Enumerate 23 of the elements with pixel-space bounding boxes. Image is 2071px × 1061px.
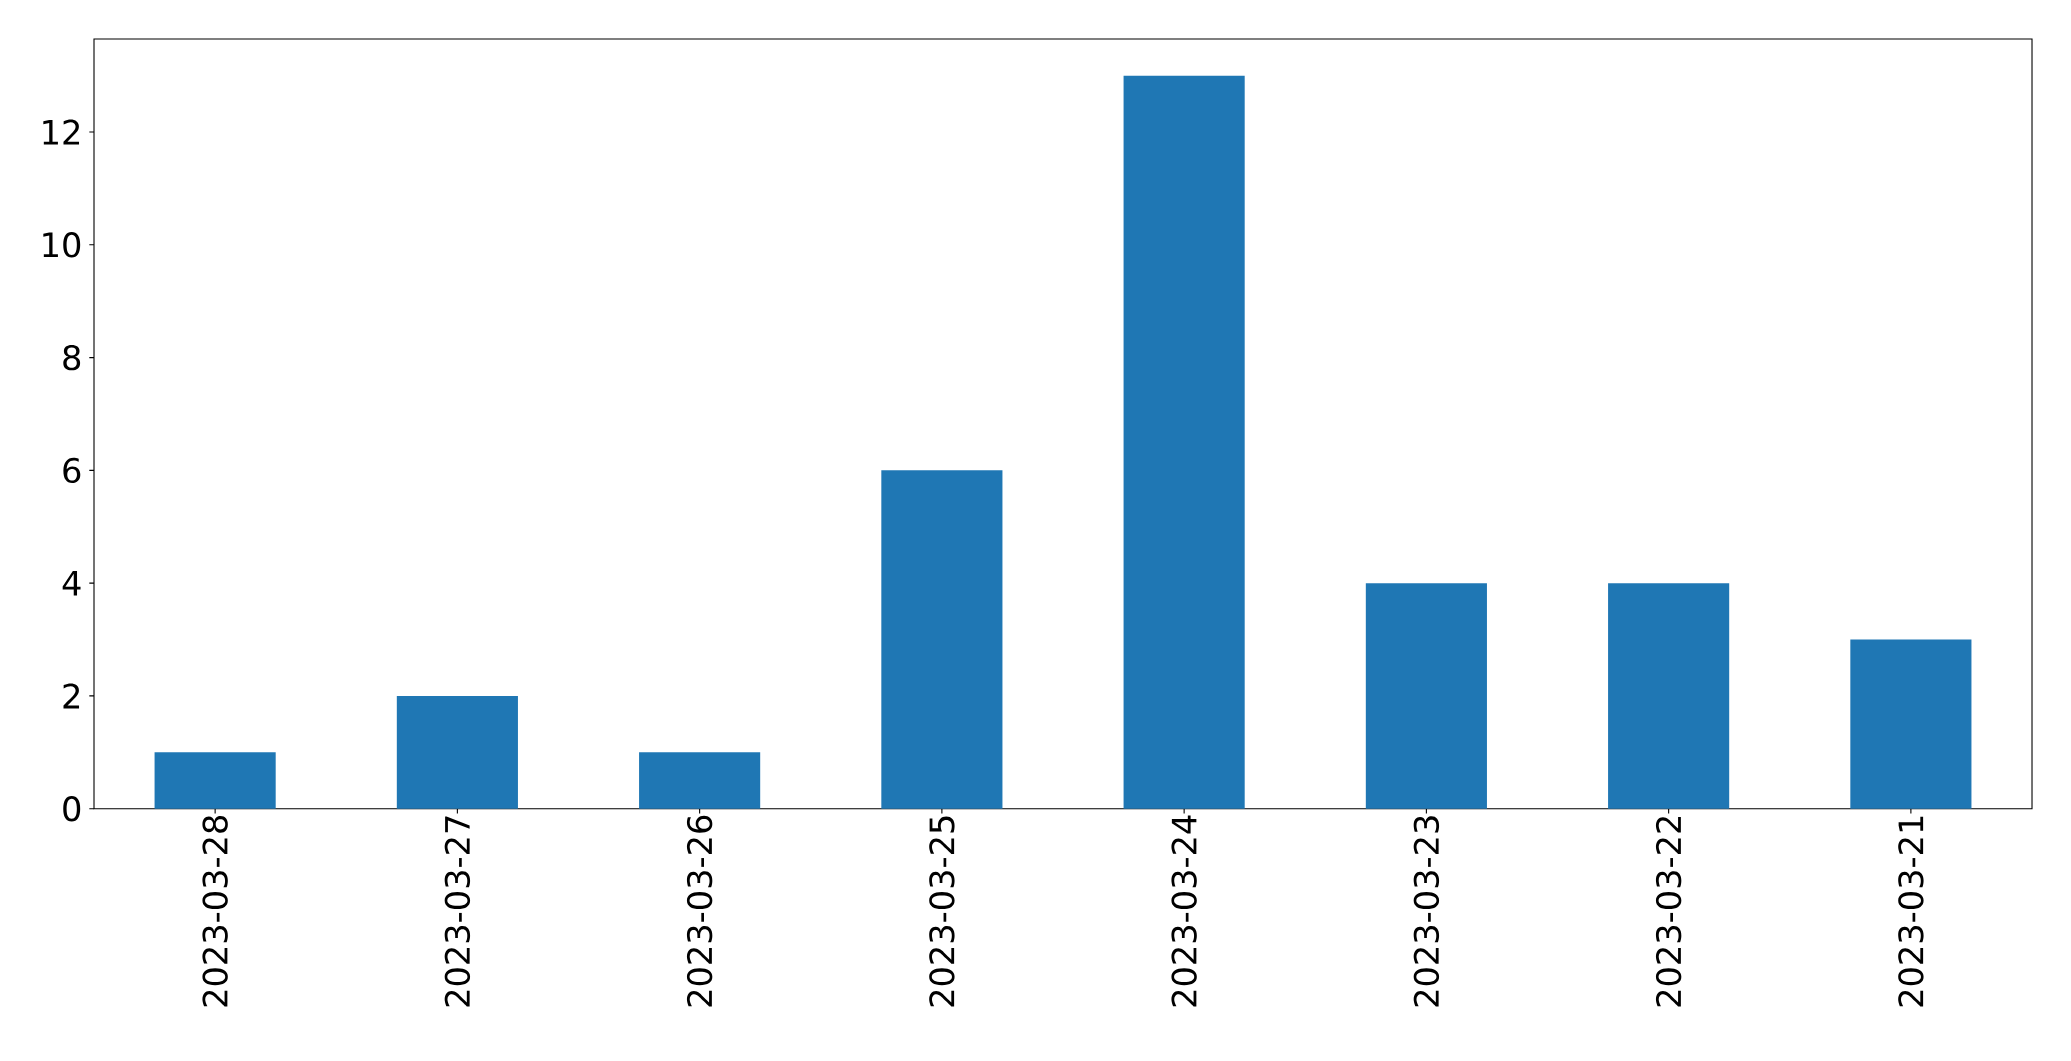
x-tick-label: 2023-03-25: [929, 816, 955, 1007]
x-tick-label: 2023-03-24: [1171, 815, 1197, 1007]
x-tick-label: 2023-03-23: [1413, 816, 1440, 1007]
bar: [639, 752, 761, 809]
bar: [154, 752, 276, 809]
x-tick-label: 2023-03-28: [202, 815, 228, 1007]
y-tick-label: 2: [63, 683, 80, 709]
bar: [881, 470, 1003, 809]
x-tick-label: 2023-03-26: [686, 815, 713, 1007]
bar: [1608, 583, 1730, 809]
bar: [1123, 75, 1245, 809]
y-tick-label: 4: [62, 570, 81, 596]
y-tick-label: 10: [43, 232, 81, 258]
x-tick-label: 2023-03-27: [444, 816, 471, 1007]
x-tick-label: 2023-03-22: [1655, 817, 1682, 1007]
bar: [396, 695, 518, 809]
x-tick-label: 2023-03-21: [1898, 816, 1924, 1007]
bar: [1365, 583, 1487, 809]
bar: [1850, 639, 1972, 809]
y-tick-label: 8: [63, 344, 81, 371]
y-tick-label: 0: [63, 795, 81, 822]
y-tick-label: 6: [63, 457, 81, 484]
y-tick-label: 12: [43, 119, 80, 145]
